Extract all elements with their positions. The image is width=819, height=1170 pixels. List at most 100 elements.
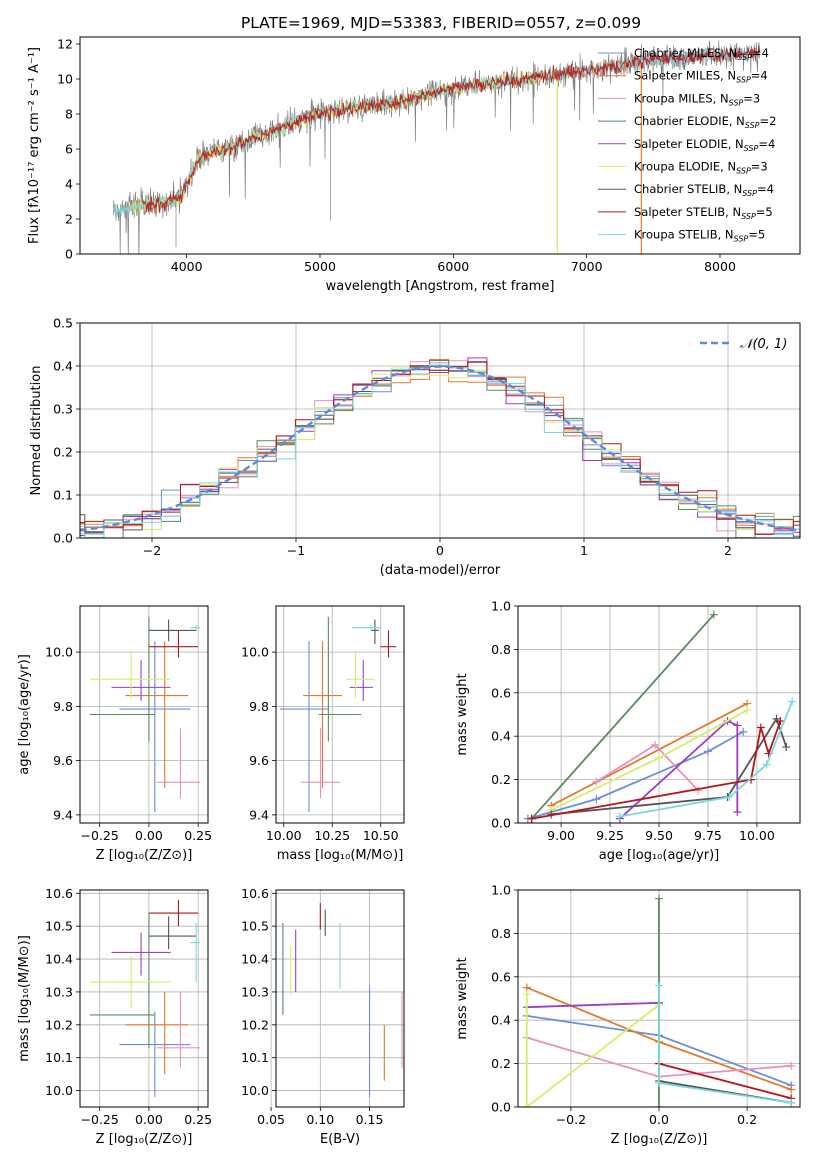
weight-point	[655, 894, 663, 903]
weight-point	[527, 814, 536, 823]
legend-label-tail: =4	[757, 182, 774, 196]
x-axis-label: (data-model)/error	[380, 563, 501, 578]
y-axis-label: Flux [fλ10⁻¹⁷ erg cm⁻² s⁻¹ A⁻¹]	[27, 47, 42, 244]
y-tick-label: 0.6	[491, 685, 511, 700]
y-tick-label: 10.4	[241, 952, 269, 967]
x-tick-label: 10.50	[363, 828, 399, 843]
weight-point	[709, 610, 718, 619]
plot-area-mass_vs_ebv	[282, 903, 403, 1098]
legend-label-sub: SSP	[745, 121, 760, 130]
y-tick-label: 10.2	[241, 1017, 269, 1032]
legend-label-tail: =3	[751, 160, 768, 174]
y-tick-label: 0.6	[491, 969, 511, 984]
panel-residuals: −2 −1 0 1 2 0.0 0.1 0.2 0.3 0.4 0.5 (data-model)/er…	[29, 316, 801, 578]
errorbars-mass_vs_ebv	[282, 903, 403, 1098]
y-tick-label: 12	[57, 37, 73, 52]
x-tick-label: 0.10	[306, 1112, 334, 1127]
axes-frame	[79, 322, 801, 539]
plot-area-mass_vs_Z	[89, 899, 201, 1098]
y-tick-label: 2	[65, 212, 73, 227]
x-tick-label: 6000	[437, 259, 469, 274]
weight-point	[725, 792, 734, 801]
panel-mass_vs_Z: −0.25 0.00 0.25 10.0 10.1 10.2 10.3 10.4 10.5 10.…	[17, 886, 212, 1147]
spectrum-lines	[112, 40, 761, 254]
y-tick-label: 9.4	[249, 807, 269, 822]
legend-label: Kroupa STELIB, NSSP=5	[634, 228, 765, 244]
legend-label: Salpeter ELODIE, NSSP=4	[634, 137, 775, 153]
errorbar-marker	[371, 619, 379, 644]
weight-point	[782, 743, 791, 752]
weight-point	[592, 795, 601, 804]
axes-frame	[79, 36, 801, 255]
errorbar-marker	[156, 728, 201, 799]
x-tick-label: 10.00	[739, 828, 775, 843]
errorbar-marker	[148, 916, 197, 950]
y-tick-label: 10.6	[241, 886, 269, 901]
panel-spectrum: 4000 5000 6000 7000 8000 0 2 4 6 8 10 12 wavelength …	[27, 36, 801, 294]
y-tick-label: 10.0	[45, 1083, 73, 1098]
x-axis-label: E(B-V)	[320, 1132, 360, 1147]
x-tick-label: 0.25	[184, 828, 212, 843]
y-tick-label: 10.1	[45, 1050, 73, 1065]
weight-line	[550, 702, 748, 807]
legend-label: Chabrier ELODIE, NSSP=2	[634, 114, 776, 130]
y-tick-label: 10.6	[45, 886, 73, 901]
x-tick-label: −0.2	[556, 1112, 586, 1127]
plot-area-age_vs_Z	[89, 616, 201, 813]
normal-reference-curve	[80, 365, 800, 532]
errorbar-marker	[111, 932, 171, 976]
legend-label-sub: SSP	[736, 167, 751, 176]
x-tick-label: 9.00	[547, 828, 575, 843]
panel-weight_vs_Z: −0.2 0.0 0.2 0.0 0.2 0.4 0.6 0.8 1.0 Z [log₁₀(Z/Z…	[455, 883, 801, 1147]
weight-point	[655, 1103, 663, 1107]
axes-frame	[275, 889, 405, 1108]
x-tick-label: 0.00	[135, 1112, 163, 1127]
x-axis-label: wavelength [Angstrom, rest frame]	[326, 279, 555, 294]
errorbar-marker	[119, 641, 191, 813]
axes-frame	[275, 605, 405, 824]
y-tick-label: 0.2	[491, 1056, 511, 1071]
x-axis-label: Z [log₁₀(Z/Z⊙)]	[96, 848, 193, 863]
y-tick-label: 0.2	[53, 445, 73, 460]
y-tick-label: 10.3	[45, 984, 73, 999]
errorbar-marker	[345, 652, 375, 699]
weight-point	[651, 740, 660, 749]
weight-line	[658, 1062, 792, 1100]
errorbar-marker	[148, 630, 199, 658]
x-tick-label: −0.25	[81, 828, 119, 843]
y-tick-label: 10.0	[241, 1083, 269, 1098]
weight-line	[619, 719, 739, 820]
spectrum-model-line	[142, 45, 761, 213]
x-tick-label: −2	[143, 543, 161, 558]
y-tick-label: 9.8	[53, 699, 73, 714]
panel-weight_vs_age: 9.00 9.25 9.50 9.75 10.00 0.0 0.2 0.4 0.6 0.8 1.0 a…	[455, 599, 801, 863]
y-tick-label: 9.6	[249, 753, 269, 768]
errorbar-marker	[301, 728, 340, 799]
legend-label-main: Salpeter ELODIE, N	[634, 137, 744, 151]
y-tick-label: 0.4	[491, 729, 511, 744]
legend-label-tail: =4	[758, 137, 775, 151]
y-tick-label: 10.5	[45, 919, 73, 934]
y-axis-label: mass weight	[455, 673, 470, 755]
errorbar-marker	[190, 922, 201, 983]
legend-label-tail: =3	[743, 91, 760, 105]
spectrum-data-line	[112, 40, 761, 254]
y-tick-label: 0.4	[53, 359, 73, 374]
legend-label-main: Chabrier MILES, N	[634, 46, 737, 60]
x-tick-label: 10.25	[314, 828, 350, 843]
y-tick-label: 1.0	[491, 883, 511, 898]
x-tick-label: 9.25	[596, 828, 624, 843]
y-axis-label: mass weight	[455, 957, 470, 1039]
x-tick-label: 0.25	[184, 1112, 212, 1127]
x-tick-label: 8000	[704, 259, 736, 274]
errorbar-marker	[148, 619, 197, 642]
legend-label: 𝒩(0, 1)	[740, 337, 787, 352]
weight-point	[655, 753, 663, 762]
errorbar-marker	[279, 641, 329, 813]
weight-point	[522, 1103, 531, 1107]
x-tick-label: 7000	[571, 259, 603, 274]
x-tick-label: 0.15	[356, 1112, 384, 1127]
panel-mass_vs_ebv: 0.05 0.10 0.15 10.0 10.1 10.2 10.3 10.4 10.5 10.6…	[241, 886, 405, 1147]
plot-area-residuals	[80, 357, 800, 538]
weight-point	[756, 723, 765, 732]
